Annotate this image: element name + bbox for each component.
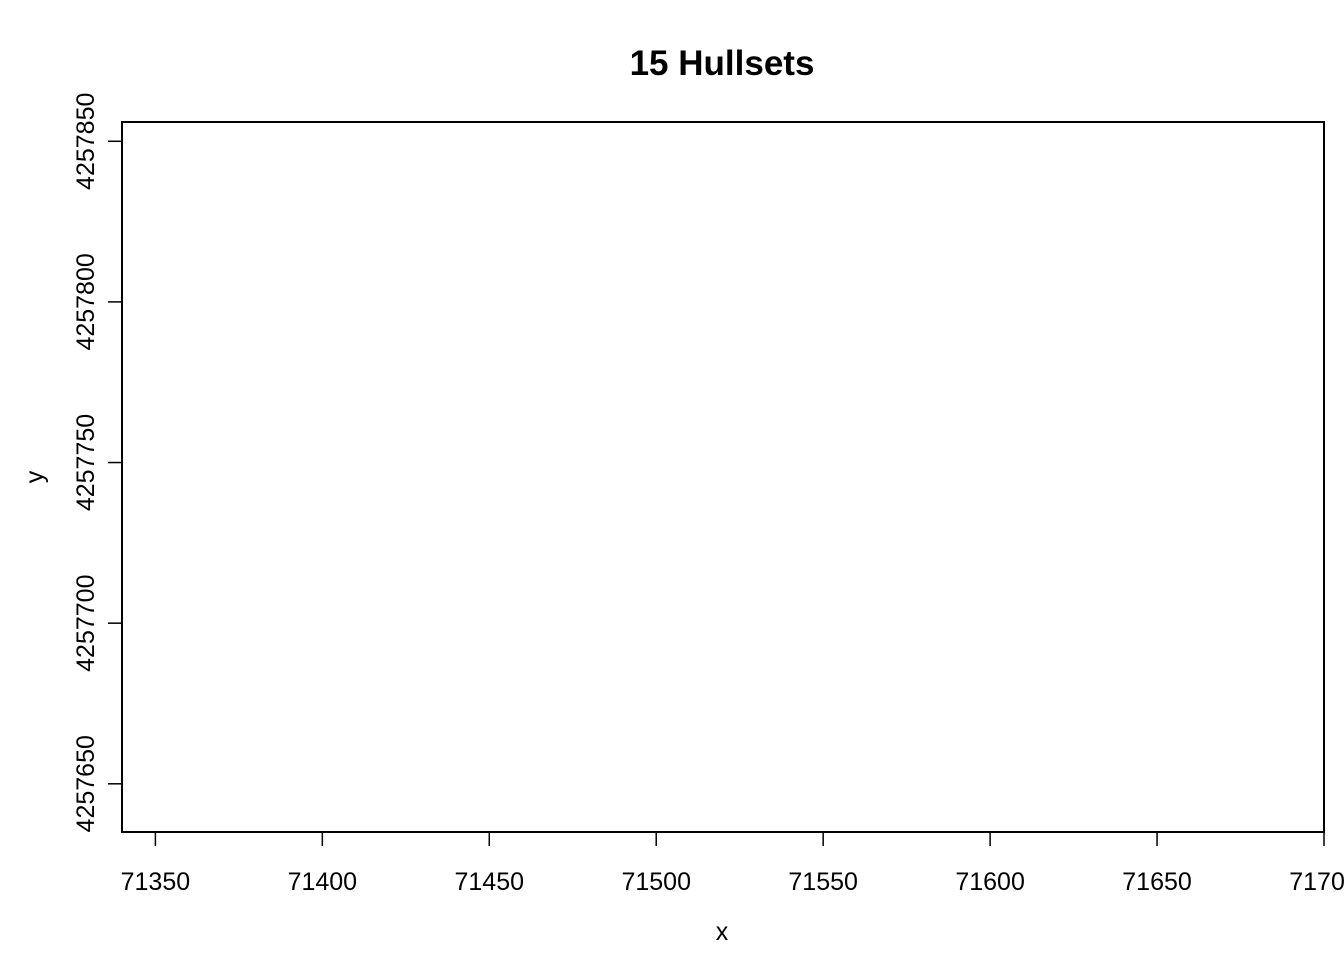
- x-tick-label-3: 71500: [621, 868, 691, 896]
- y-axis: 4257650 4257700 4257750 4257800 4257850: [72, 93, 123, 832]
- y-tick-label-0: 4257650: [72, 735, 100, 832]
- x-axis: 71350 71400 71450 71500 71550 71600 71650 71700: [121, 831, 1344, 896]
- x-tick-label-0: 71350: [121, 868, 191, 896]
- y-tick-label-1: 4257700: [72, 575, 100, 672]
- x-tick-label-7: 71700: [1289, 868, 1344, 896]
- x-tick-label-2: 71450: [455, 868, 525, 896]
- x-tick-label-1: 71400: [288, 868, 358, 896]
- x-tick-label-5: 71600: [955, 868, 1025, 896]
- y-tick-label-3: 4257800: [72, 253, 100, 350]
- y-axis-title: y: [21, 470, 49, 483]
- y-tick-label-2: 4257750: [72, 414, 100, 511]
- x-tick-label-4: 71550: [788, 868, 858, 896]
- chart-title: 15 Hullsets: [630, 44, 815, 83]
- y-tick-label-4: 4257850: [72, 93, 100, 190]
- x-axis-title: x: [716, 918, 729, 946]
- x-tick-label-6: 71650: [1122, 868, 1192, 896]
- plot-frame: [121, 121, 1325, 833]
